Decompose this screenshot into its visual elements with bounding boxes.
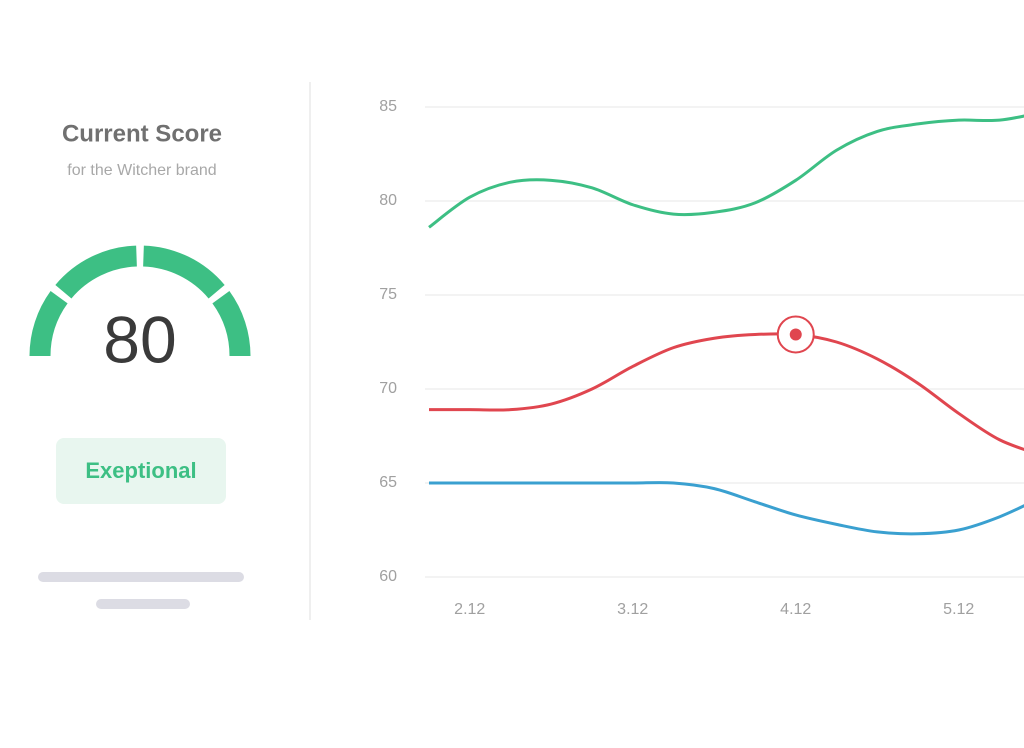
- y-tick-label: 85: [379, 98, 397, 115]
- card-subtitle: for the Witcher brand: [67, 162, 216, 179]
- y-tick-label: 75: [379, 286, 397, 303]
- gauge-segment: [55, 245, 138, 299]
- card-title: Current Score: [62, 120, 222, 147]
- x-tick-label: 2.12: [454, 601, 485, 618]
- line: [428, 114, 1024, 229]
- gauge: [29, 245, 251, 357]
- y-tick-label: 65: [379, 474, 397, 491]
- y-tick-label: 80: [379, 192, 397, 209]
- gauge-segment: [142, 245, 225, 299]
- placeholder-bar: [38, 572, 244, 582]
- y-tick-label: 70: [379, 380, 397, 397]
- line: [428, 481, 1024, 536]
- rating: Exeptional: [85, 458, 196, 483]
- rating-badge: [56, 438, 226, 504]
- placeholder-bar: [96, 599, 190, 609]
- y-tick-label: 60: [379, 568, 397, 585]
- highlight-dot: [789, 328, 802, 341]
- x-tick-label: 3.12: [617, 601, 648, 618]
- score: 80: [103, 302, 176, 376]
- gauge-segment: [29, 291, 68, 357]
- gauge-segment: [212, 291, 251, 357]
- line: [429, 332, 1024, 452]
- x-tick-label: 5.12: [943, 601, 974, 618]
- x-tick-label: 4.12: [780, 601, 811, 618]
